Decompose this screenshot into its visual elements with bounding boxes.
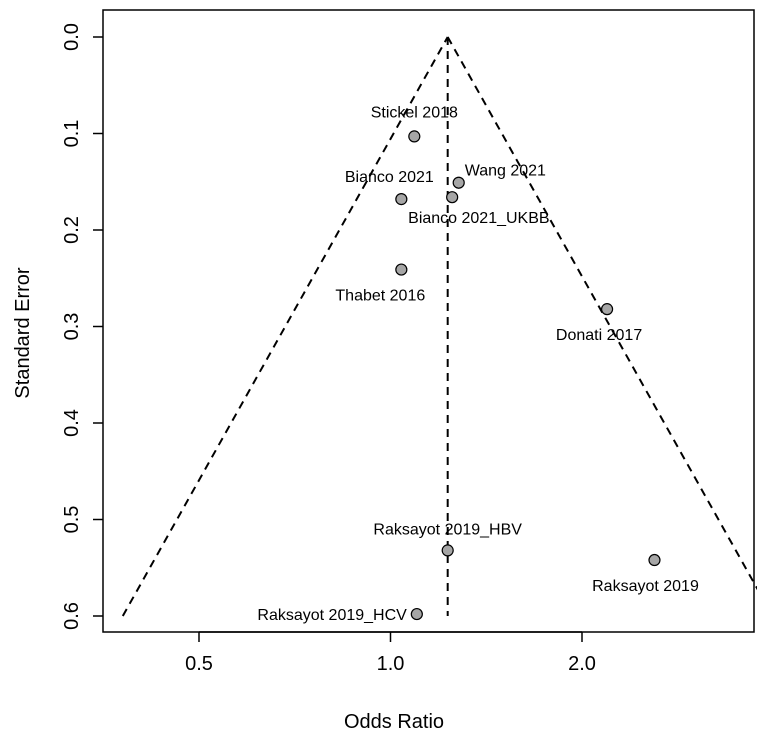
y-tick-label: 0.6	[61, 602, 83, 630]
data-point	[410, 607, 423, 621]
data-point	[408, 130, 421, 143]
funnel-left-line	[121, 36, 449, 617]
data-point	[452, 176, 465, 189]
x-axis: 0.5 1.0 2.0	[185, 631, 596, 675]
data-point	[395, 263, 408, 276]
data-point	[648, 553, 661, 567]
y-tick-label: 0.4	[61, 409, 83, 437]
x-axis-title: Odds Ratio	[344, 711, 444, 733]
data-point	[446, 191, 459, 204]
point-label: Thabet 2016	[335, 288, 425, 305]
data-point	[441, 544, 454, 557]
x-tick-label: 2.0	[568, 653, 596, 675]
data-point	[395, 193, 408, 206]
data-point	[600, 303, 614, 316]
point-label: Bianco 2021	[345, 169, 434, 186]
point-label: Donati 2017	[556, 327, 642, 344]
y-tick-label: 0.3	[61, 313, 83, 341]
point-label: Wang 2021	[465, 163, 546, 180]
y-tick-label: 0.1	[61, 120, 83, 148]
x-tick-label: 1.0	[377, 653, 405, 675]
funnel-right-line	[446, 36, 757, 591]
plot-frame	[102, 9, 755, 633]
funnel-lines	[121, 36, 757, 617]
y-tick-label: 0.0	[61, 23, 83, 51]
y-axis: 0.0 0.1 0.2 0.3 0.4 0.5 0.6	[61, 23, 103, 630]
x-tick-label: 0.5	[185, 653, 213, 675]
y-tick-label: 0.2	[61, 216, 83, 244]
point-label: Raksayot 2019_HCV	[257, 607, 407, 624]
point-label: Raksayot 2019	[592, 578, 699, 595]
y-axis-title: Standard Error	[12, 267, 34, 399]
y-tick-label: 0.5	[61, 506, 83, 534]
point-label: Raksayot 2019_HBV	[373, 521, 522, 538]
point-label: Stickel 2018	[371, 104, 458, 121]
point-label: Bianco 2021_UKBB	[408, 210, 549, 227]
data-points: Stickel 2018 Wang 2021 Bianco 2021 Bianco 2…	[257, 104, 699, 624]
